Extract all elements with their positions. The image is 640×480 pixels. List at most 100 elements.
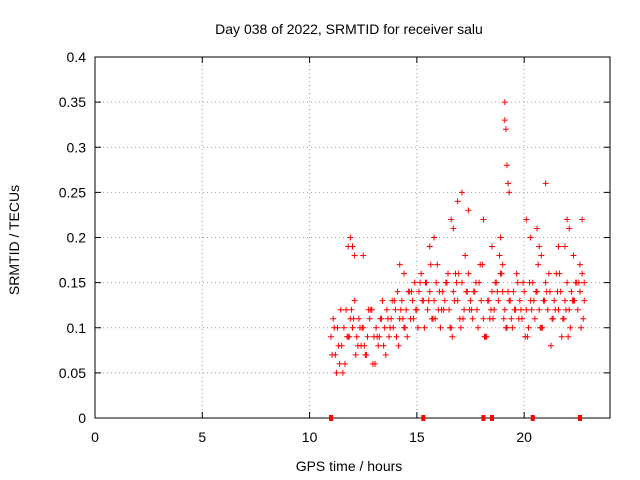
data-point (337, 306, 344, 313)
data-point (558, 333, 565, 340)
data-point (444, 270, 451, 277)
x-axis-rug (329, 415, 582, 421)
data-point (374, 333, 381, 340)
data-point (417, 279, 424, 286)
data-point (538, 252, 545, 259)
data-point (509, 324, 516, 331)
scatter-points (328, 99, 588, 376)
data-point (450, 288, 457, 295)
data-point (441, 297, 448, 304)
y-axis: 0 0.05 0.1 0.15 0.2 0.25 0.3 0.35 0.4 (59, 49, 610, 426)
data-point (419, 297, 426, 304)
data-point (433, 279, 440, 286)
rug-marker (421, 415, 426, 421)
data-point (464, 288, 471, 295)
data-point (453, 279, 460, 286)
data-point (485, 297, 492, 304)
data-point (532, 288, 539, 295)
data-point (554, 288, 561, 295)
data-point (427, 261, 434, 268)
data-point (468, 306, 475, 313)
data-point (502, 324, 509, 331)
data-point (578, 324, 585, 331)
data-point (499, 261, 506, 268)
data-point (501, 306, 508, 313)
data-point (450, 225, 457, 232)
data-point (451, 297, 458, 304)
data-point (550, 315, 557, 322)
chart-title: Day 038 of 2022, SRMTID for receiver sal… (215, 21, 483, 37)
data-point (360, 252, 367, 259)
data-point (408, 288, 415, 295)
data-point (490, 315, 497, 322)
x-axis-label: GPS time / hours (296, 458, 403, 474)
data-point (431, 234, 438, 241)
data-point (385, 333, 392, 340)
data-point (353, 333, 360, 340)
data-point (517, 306, 524, 313)
data-point (563, 306, 570, 313)
data-point (333, 369, 340, 376)
data-point (344, 333, 351, 340)
data-point (329, 351, 336, 358)
data-point (418, 270, 425, 277)
data-point (396, 261, 403, 268)
data-point (506, 189, 513, 196)
data-point (520, 279, 527, 286)
data-point (421, 324, 428, 331)
data-point (454, 198, 461, 205)
data-point (551, 297, 558, 304)
x-axis: 0 5 10 15 20 (91, 57, 532, 445)
data-point (354, 342, 361, 349)
data-point (434, 261, 441, 268)
data-point (579, 216, 586, 223)
data-point (355, 315, 362, 322)
data-point (339, 369, 346, 376)
data-point (328, 333, 335, 340)
data-point (461, 306, 468, 313)
data-point (547, 342, 554, 349)
data-point (361, 342, 368, 349)
rug-marker (329, 415, 334, 421)
data-point (424, 306, 431, 313)
data-point (398, 297, 405, 304)
data-point (535, 261, 542, 268)
data-point (564, 216, 571, 223)
data-point (494, 288, 501, 295)
y-tick-label: 0.2 (67, 230, 87, 246)
data-point (560, 315, 567, 322)
data-point (363, 351, 370, 358)
y-tick-label: 0.4 (67, 49, 87, 65)
data-point (555, 243, 562, 250)
data-point (394, 288, 401, 295)
data-point (496, 252, 503, 259)
data-point (480, 216, 487, 223)
data-point (397, 306, 404, 313)
data-point (487, 306, 494, 313)
data-point (391, 297, 398, 304)
data-point (467, 297, 474, 304)
data-point (537, 324, 544, 331)
data-point (387, 324, 394, 331)
data-point (513, 270, 520, 277)
data-point (343, 306, 350, 313)
data-point (369, 360, 376, 367)
data-point (500, 315, 507, 322)
data-point (438, 306, 445, 313)
y-tick-label: 0 (78, 410, 86, 426)
data-point (526, 279, 533, 286)
data-point (566, 225, 573, 232)
data-point (543, 288, 550, 295)
data-point (542, 279, 549, 286)
data-point (561, 297, 568, 304)
data-point (521, 288, 528, 295)
data-point (458, 189, 465, 196)
data-point (544, 306, 551, 313)
data-point (335, 342, 342, 349)
data-point (458, 279, 465, 286)
data-point (576, 261, 583, 268)
data-point (523, 216, 530, 223)
y-tick-label: 0.05 (59, 365, 86, 381)
data-point (357, 324, 364, 331)
data-point (383, 306, 390, 313)
